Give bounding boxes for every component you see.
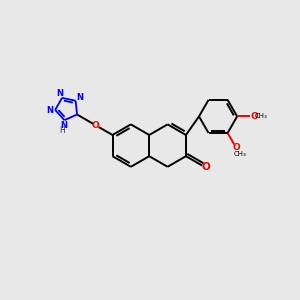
Text: CH₃: CH₃	[255, 113, 268, 119]
Text: N: N	[56, 89, 64, 98]
Text: O: O	[92, 121, 99, 130]
Text: N: N	[47, 106, 54, 115]
Text: O: O	[250, 112, 258, 121]
Text: O: O	[232, 143, 240, 152]
Text: CH₃: CH₃	[233, 151, 246, 157]
Text: O: O	[201, 162, 210, 172]
Text: N: N	[76, 93, 83, 102]
Text: H: H	[59, 126, 65, 135]
Text: N: N	[60, 121, 67, 130]
